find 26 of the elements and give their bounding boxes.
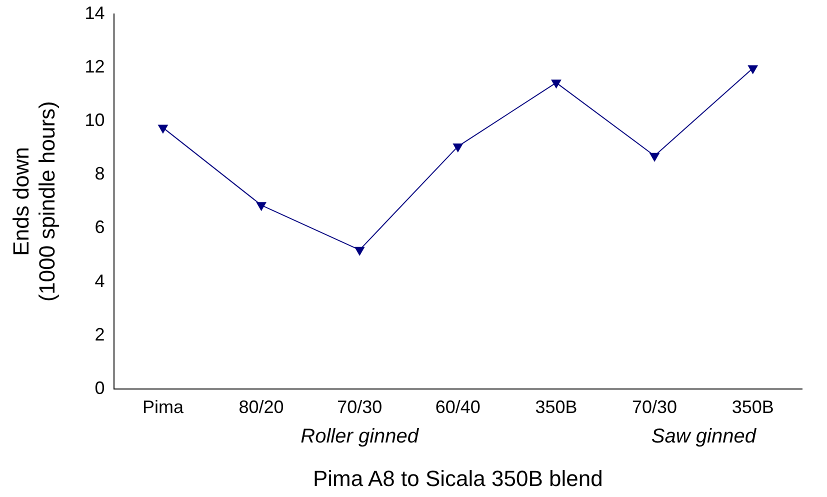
y-tick-label: 2 — [94, 324, 105, 344]
point — [649, 152, 660, 162]
point — [452, 143, 464, 152]
x-tick-label: 350B — [535, 396, 578, 417]
y-tick-label: 0 — [94, 378, 105, 398]
x-tick-label: 70/30 — [632, 396, 678, 417]
x-tick-label: 80/20 — [238, 396, 284, 417]
x-tick-label: 350B — [732, 396, 774, 417]
point — [551, 80, 562, 89]
x-tick-label: 70/30 — [337, 396, 382, 417]
x-axis-title: Pima A8 to Sicala 350B blend — [312, 466, 603, 491]
point — [256, 202, 266, 212]
y-tick-label: 14 — [84, 2, 105, 23]
point — [748, 65, 758, 74]
y-tick-label: 8 — [94, 164, 105, 184]
y-tick-label: 4 — [94, 270, 105, 291]
y-tick-label: 12 — [84, 56, 105, 76]
text: Roller ginned — [300, 426, 420, 448]
point — [158, 124, 168, 134]
y-tick-label: 6 — [94, 217, 105, 238]
y-tick-label: 10 — [84, 110, 105, 130]
x-tick-label: 60/40 — [435, 396, 480, 417]
x-tick-label: Pima — [142, 396, 184, 417]
text: Saw ginned — [651, 426, 757, 448]
point — [354, 246, 365, 256]
y-axis-title: Ends down (1000 spindle hours) — [8, 101, 60, 302]
